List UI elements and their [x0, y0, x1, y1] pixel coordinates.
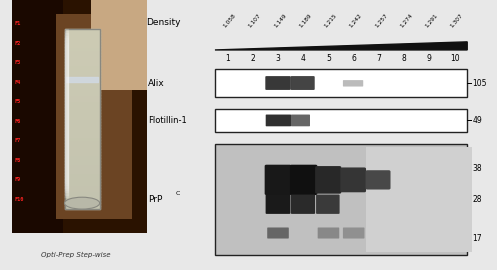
- Text: 28: 28: [473, 195, 482, 204]
- Text: 105: 105: [473, 79, 487, 87]
- Text: 8: 8: [402, 53, 407, 63]
- Bar: [91, 0, 147, 90]
- Text: 4: 4: [301, 53, 306, 63]
- Polygon shape: [215, 42, 467, 50]
- Text: PrP: PrP: [149, 195, 163, 204]
- Text: F7: F7: [15, 138, 21, 143]
- FancyBboxPatch shape: [318, 228, 339, 238]
- Text: F8: F8: [15, 158, 21, 163]
- Text: F4: F4: [15, 80, 21, 85]
- FancyBboxPatch shape: [265, 165, 291, 195]
- Text: 38: 38: [473, 164, 482, 173]
- Text: F1: F1: [15, 21, 21, 26]
- FancyBboxPatch shape: [265, 195, 290, 214]
- FancyBboxPatch shape: [267, 228, 289, 238]
- Text: C: C: [175, 191, 180, 195]
- Bar: [366, 147, 472, 252]
- Text: 7: 7: [377, 53, 381, 63]
- FancyBboxPatch shape: [291, 76, 315, 90]
- FancyBboxPatch shape: [343, 80, 363, 87]
- Text: 1.307: 1.307: [450, 12, 464, 28]
- Text: Alix: Alix: [149, 79, 165, 87]
- Text: 6: 6: [351, 53, 356, 63]
- Text: 10: 10: [450, 53, 459, 63]
- Text: 1.189: 1.189: [298, 12, 313, 28]
- Text: 3: 3: [275, 53, 280, 63]
- FancyBboxPatch shape: [366, 170, 391, 190]
- Text: 1.242: 1.242: [349, 12, 363, 28]
- Text: 1.257: 1.257: [374, 12, 389, 28]
- Bar: [65, 29, 100, 209]
- Text: 1.058: 1.058: [223, 12, 237, 28]
- Text: F10: F10: [15, 197, 24, 202]
- Bar: [215, 109, 467, 132]
- Text: F6: F6: [15, 119, 21, 124]
- FancyBboxPatch shape: [291, 114, 310, 126]
- Bar: [215, 69, 467, 97]
- Text: 1: 1: [225, 53, 230, 63]
- FancyBboxPatch shape: [316, 195, 339, 214]
- Text: 9: 9: [427, 53, 432, 63]
- Ellipse shape: [65, 197, 100, 209]
- Text: 1.149: 1.149: [273, 12, 287, 28]
- Text: Flotillin-1: Flotillin-1: [149, 116, 187, 125]
- Text: Opti-Prep Step-wise: Opti-Prep Step-wise: [41, 252, 111, 258]
- Text: F3: F3: [15, 60, 21, 65]
- FancyBboxPatch shape: [343, 228, 364, 238]
- Text: Density: Density: [147, 18, 181, 28]
- Bar: [12, 0, 63, 233]
- Text: 1.274: 1.274: [399, 12, 414, 28]
- Text: 49: 49: [473, 116, 482, 125]
- Text: 2: 2: [250, 53, 255, 63]
- Bar: [56, 14, 132, 219]
- Text: 5: 5: [326, 53, 331, 63]
- Text: 17: 17: [473, 234, 482, 243]
- FancyBboxPatch shape: [266, 114, 291, 126]
- Bar: [215, 144, 467, 255]
- Text: F5: F5: [15, 99, 21, 104]
- Text: 1.215: 1.215: [324, 12, 338, 28]
- FancyBboxPatch shape: [291, 195, 315, 214]
- FancyBboxPatch shape: [265, 76, 290, 90]
- Text: F9: F9: [15, 177, 21, 182]
- Text: F2: F2: [15, 41, 21, 46]
- FancyBboxPatch shape: [290, 165, 318, 195]
- FancyBboxPatch shape: [340, 167, 366, 192]
- Text: 1.107: 1.107: [248, 12, 262, 28]
- Text: 1.291: 1.291: [424, 12, 439, 28]
- FancyBboxPatch shape: [315, 166, 341, 194]
